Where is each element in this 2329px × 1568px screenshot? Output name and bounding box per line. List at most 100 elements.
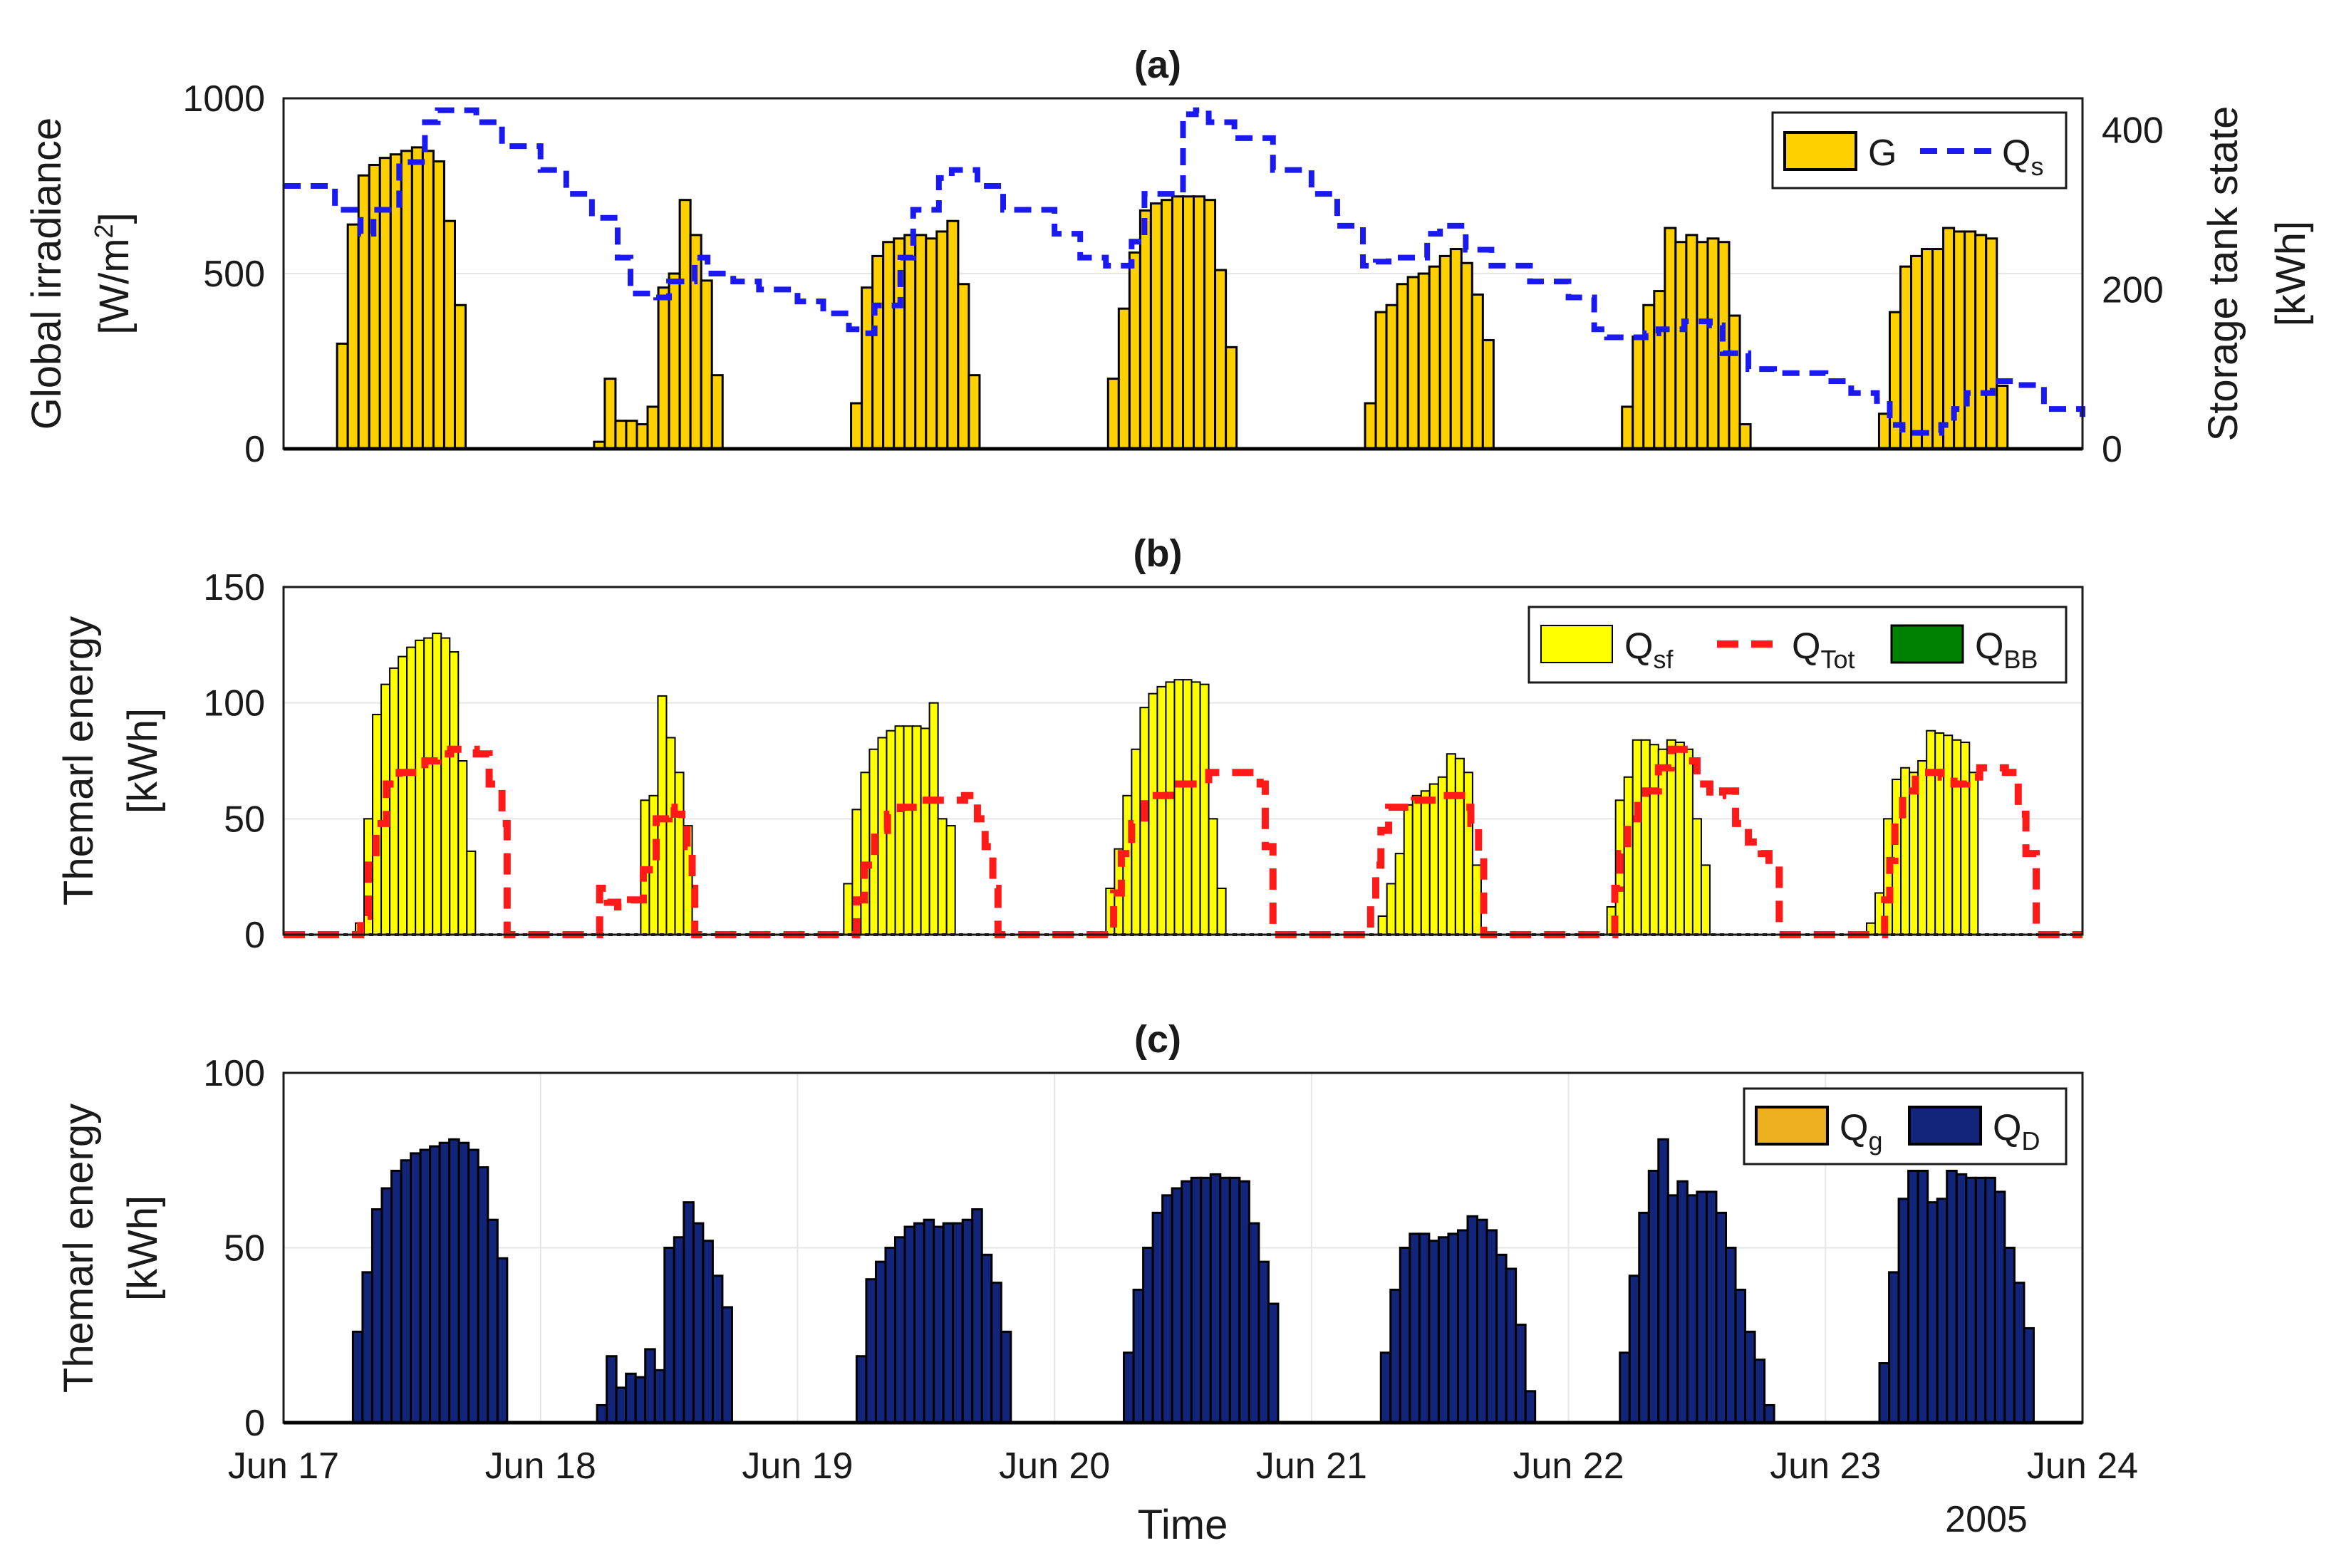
bar-QD bbox=[1437, 1236, 1450, 1424]
panel-a-ytick-left: 0 bbox=[244, 429, 265, 470]
bar-G bbox=[625, 420, 638, 450]
bar-G bbox=[1632, 336, 1645, 450]
bar-QD bbox=[865, 1278, 877, 1424]
panel-a-ytick-left: 1000 bbox=[182, 78, 265, 120]
bar-QD bbox=[1763, 1403, 1775, 1424]
bar-QD bbox=[1447, 1232, 1459, 1424]
bar-Qsf bbox=[894, 725, 905, 935]
bar-Qsf bbox=[1454, 757, 1465, 936]
bar-G bbox=[1417, 272, 1431, 450]
bar-QD bbox=[1715, 1211, 1728, 1424]
panel-c-xtick: Jun 24 bbox=[2027, 1445, 2138, 1487]
bar-G bbox=[636, 423, 649, 450]
bar-Qsf bbox=[389, 667, 400, 935]
bar-G bbox=[442, 219, 456, 450]
bar-QD bbox=[933, 1225, 945, 1424]
panel-b-ytick: 0 bbox=[244, 915, 265, 956]
bar-Qsf bbox=[1632, 739, 1642, 935]
bar-G bbox=[1470, 294, 1484, 450]
bar-Qsf bbox=[1934, 732, 1945, 935]
bar-G bbox=[410, 146, 424, 450]
bar-Qsf bbox=[1691, 818, 1702, 936]
bar-Qsf bbox=[1446, 753, 1456, 935]
bar-QD bbox=[2013, 1282, 2025, 1424]
bar-G bbox=[400, 150, 413, 450]
panel-a-ytick-right: 200 bbox=[2102, 269, 2164, 311]
bar-G bbox=[1128, 251, 1141, 450]
bar-QD bbox=[1476, 1218, 1488, 1424]
bar-G bbox=[1674, 241, 1688, 450]
panel-b-ytick: 150 bbox=[203, 567, 265, 608]
bar-QD bbox=[634, 1376, 647, 1424]
bar-Qsf bbox=[1148, 692, 1158, 935]
bar-Qsf bbox=[860, 772, 871, 936]
bar-Qsf bbox=[1165, 681, 1176, 935]
bar-QD bbox=[721, 1306, 733, 1424]
bar-QD bbox=[1926, 1201, 1939, 1424]
bar-QD bbox=[653, 1369, 666, 1424]
panel-c-xtick: Jun 18 bbox=[485, 1445, 596, 1487]
bar-G bbox=[678, 199, 692, 450]
bar-QD bbox=[1200, 1176, 1212, 1424]
bar-Qsf bbox=[449, 651, 460, 935]
legend-swatch-G bbox=[1783, 131, 1857, 171]
panel-b-yticks: 0 50 100 150 bbox=[203, 567, 265, 956]
bar-Qsf bbox=[945, 825, 956, 936]
panel-a-ylabel-right-line1: Storage tank state bbox=[2200, 106, 2246, 442]
bar-QD bbox=[400, 1159, 413, 1424]
bar-QD bbox=[711, 1274, 724, 1424]
panel-b-series-QTot bbox=[284, 745, 2082, 938]
panel-a-ylabel-left-line2: [W/m2] bbox=[89, 212, 138, 334]
bar-QD bbox=[1267, 1302, 1280, 1424]
bar-G bbox=[882, 241, 896, 450]
bar-Qsf bbox=[440, 637, 451, 935]
bar-Qsf bbox=[1394, 853, 1405, 935]
bar-QD bbox=[615, 1386, 628, 1424]
bar-QD bbox=[1389, 1288, 1401, 1424]
bar-G bbox=[1621, 405, 1634, 450]
bar-QD bbox=[1897, 1198, 1910, 1424]
panel-a-ylabel-left-line1: Global irradiance bbox=[24, 118, 70, 430]
bar-QD bbox=[1686, 1194, 1698, 1424]
bar-QD bbox=[1379, 1351, 1392, 1424]
bar-Qsf bbox=[851, 809, 862, 935]
bar-QD bbox=[1676, 1180, 1689, 1424]
bar-QD bbox=[596, 1403, 608, 1424]
panel-c-ytick: 100 bbox=[203, 1053, 265, 1094]
bar-QD bbox=[913, 1222, 925, 1424]
bar-G bbox=[850, 402, 863, 450]
bar-Qsf bbox=[415, 639, 425, 935]
panel-b: (b) 0 50 100 150 Themarl energy [kWh] Qsf Q… bbox=[56, 532, 2084, 956]
bar-Qsf bbox=[1909, 772, 1919, 936]
bar-QD bbox=[1657, 1138, 1669, 1424]
panel-c-yticks: 0 50 100 bbox=[203, 1053, 265, 1444]
bar-QD bbox=[467, 1148, 479, 1424]
bar-Qsf bbox=[1191, 681, 1201, 935]
bar-Qsf bbox=[1951, 739, 1962, 935]
bar-QD bbox=[390, 1169, 403, 1424]
bar-QD bbox=[1965, 1176, 1977, 1424]
bar-QD bbox=[1725, 1247, 1737, 1424]
bar-QD bbox=[438, 1141, 451, 1424]
bar-G bbox=[1106, 378, 1120, 450]
bar-QD bbox=[625, 1372, 637, 1424]
bar-G bbox=[1717, 241, 1731, 450]
legend-label-Qs: Qs bbox=[2002, 133, 2043, 181]
bar-Qsf bbox=[1960, 741, 1971, 936]
bar-QD bbox=[903, 1225, 916, 1424]
bar-QD bbox=[370, 1208, 383, 1424]
bar-QD bbox=[980, 1253, 993, 1424]
bar-Qsf bbox=[928, 702, 939, 936]
bar-QD bbox=[448, 1138, 460, 1424]
panel-c-title: (c) bbox=[1134, 1018, 1181, 1061]
panel-c-bars-QD bbox=[351, 1138, 2035, 1424]
bar-QD bbox=[1744, 1330, 1756, 1424]
bar-QD bbox=[477, 1166, 489, 1424]
bar-Qsf bbox=[1683, 748, 1693, 935]
bar-Qsf bbox=[877, 737, 888, 935]
bar-QD bbox=[1666, 1194, 1679, 1424]
bar-QD bbox=[1524, 1390, 1537, 1424]
panel-c-xtick: Jun 19 bbox=[742, 1445, 853, 1487]
bar-QD bbox=[429, 1145, 441, 1424]
bar-QD bbox=[1974, 1176, 1987, 1424]
